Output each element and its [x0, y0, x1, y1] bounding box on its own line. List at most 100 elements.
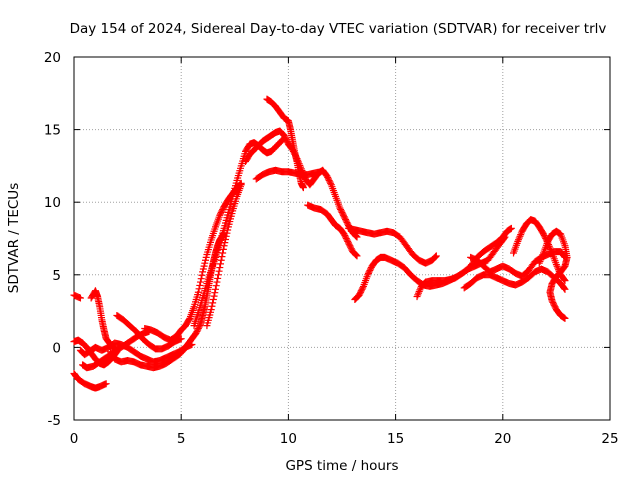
data-point — [432, 252, 440, 260]
y-tick-label: 10 — [44, 195, 61, 211]
data-point — [177, 335, 185, 343]
data-point — [222, 232, 230, 240]
data-point — [196, 281, 204, 289]
data-point — [515, 236, 523, 244]
data-point — [537, 254, 545, 262]
data-point — [207, 306, 215, 314]
data-point — [507, 224, 515, 232]
data-point — [317, 168, 325, 176]
x-axis-label: GPS time / hours — [285, 458, 398, 474]
x-tick-label: 20 — [494, 431, 511, 447]
data-point — [413, 293, 421, 301]
data-point — [76, 294, 84, 302]
data-point — [353, 233, 361, 241]
series-group — [70, 95, 571, 392]
y-tick-label: 0 — [52, 340, 61, 356]
data-point — [218, 253, 226, 261]
data-point — [516, 232, 524, 240]
data-point — [552, 261, 560, 269]
series-track-v — [535, 227, 571, 322]
data-point — [299, 184, 307, 192]
data-point — [224, 226, 232, 234]
data-point — [214, 274, 222, 282]
data-point — [539, 251, 547, 259]
x-tick-label: 5 — [177, 431, 186, 447]
data-point — [560, 276, 568, 284]
series-track-m — [263, 95, 307, 192]
data-point — [414, 291, 422, 299]
data-point — [352, 250, 360, 258]
data-point — [219, 245, 227, 253]
data-point — [102, 380, 110, 388]
data-point — [237, 181, 245, 189]
series-track-s — [460, 265, 569, 293]
data-point — [537, 256, 545, 264]
data-point — [222, 235, 230, 243]
data-point — [432, 253, 440, 261]
series-track-o — [304, 201, 361, 260]
data-point — [212, 282, 220, 290]
data-point — [213, 278, 221, 286]
data-point — [515, 234, 523, 242]
data-point — [212, 285, 220, 293]
x-tick-label: 0 — [70, 431, 79, 447]
chart-title: Day 154 of 2024, Sidereal Day-to-day VTE… — [70, 21, 607, 37]
y-tick-label: 5 — [52, 268, 61, 284]
data-point — [215, 267, 223, 275]
data-point — [210, 292, 218, 300]
data-point — [561, 277, 569, 285]
data-point — [220, 242, 228, 250]
data-point — [223, 229, 231, 237]
series-track-p — [344, 224, 440, 267]
data-point — [535, 259, 543, 267]
data-point — [514, 237, 522, 245]
data-point — [211, 289, 219, 297]
data-point — [197, 275, 205, 283]
data-point — [561, 285, 569, 293]
series-track-e — [87, 287, 119, 353]
series-track-a — [70, 291, 84, 302]
data-point — [546, 244, 554, 252]
data-point — [194, 288, 202, 296]
data-point — [216, 264, 224, 272]
plot-frame — [73, 56, 611, 421]
data-point — [209, 299, 217, 307]
data-point — [517, 231, 525, 239]
data-point — [327, 179, 335, 187]
series-track-n — [252, 166, 325, 183]
data-point — [414, 289, 422, 297]
data-point — [431, 253, 439, 261]
series-track-g — [113, 311, 185, 353]
data-point — [196, 278, 204, 286]
y-axis-label: SDTVAR / TECUs — [6, 183, 22, 293]
series-track-r — [413, 224, 515, 301]
series-track-c — [70, 370, 110, 392]
data-point — [536, 257, 544, 265]
series-track-u — [510, 216, 569, 285]
data-point — [415, 287, 423, 295]
data-point — [538, 252, 546, 260]
data-point — [561, 314, 569, 322]
data-point — [352, 232, 360, 240]
x-tick-label: 10 — [280, 431, 297, 447]
y-tick-label: 20 — [44, 50, 61, 66]
data-point — [217, 256, 225, 264]
data-point — [359, 284, 367, 292]
data-point — [208, 302, 216, 310]
series-track-j — [190, 134, 288, 330]
y-tick-label: 15 — [44, 123, 61, 139]
data-point — [185, 316, 193, 324]
data-point — [353, 252, 361, 260]
data-point — [547, 247, 555, 255]
data-point — [416, 286, 424, 294]
data-point — [221, 239, 229, 247]
data-point — [219, 249, 227, 257]
x-tick-label: 15 — [387, 431, 404, 447]
data-point — [352, 251, 360, 259]
data-point — [214, 271, 222, 279]
data-point — [560, 284, 568, 292]
data-point — [217, 260, 225, 268]
data-point — [195, 285, 203, 293]
